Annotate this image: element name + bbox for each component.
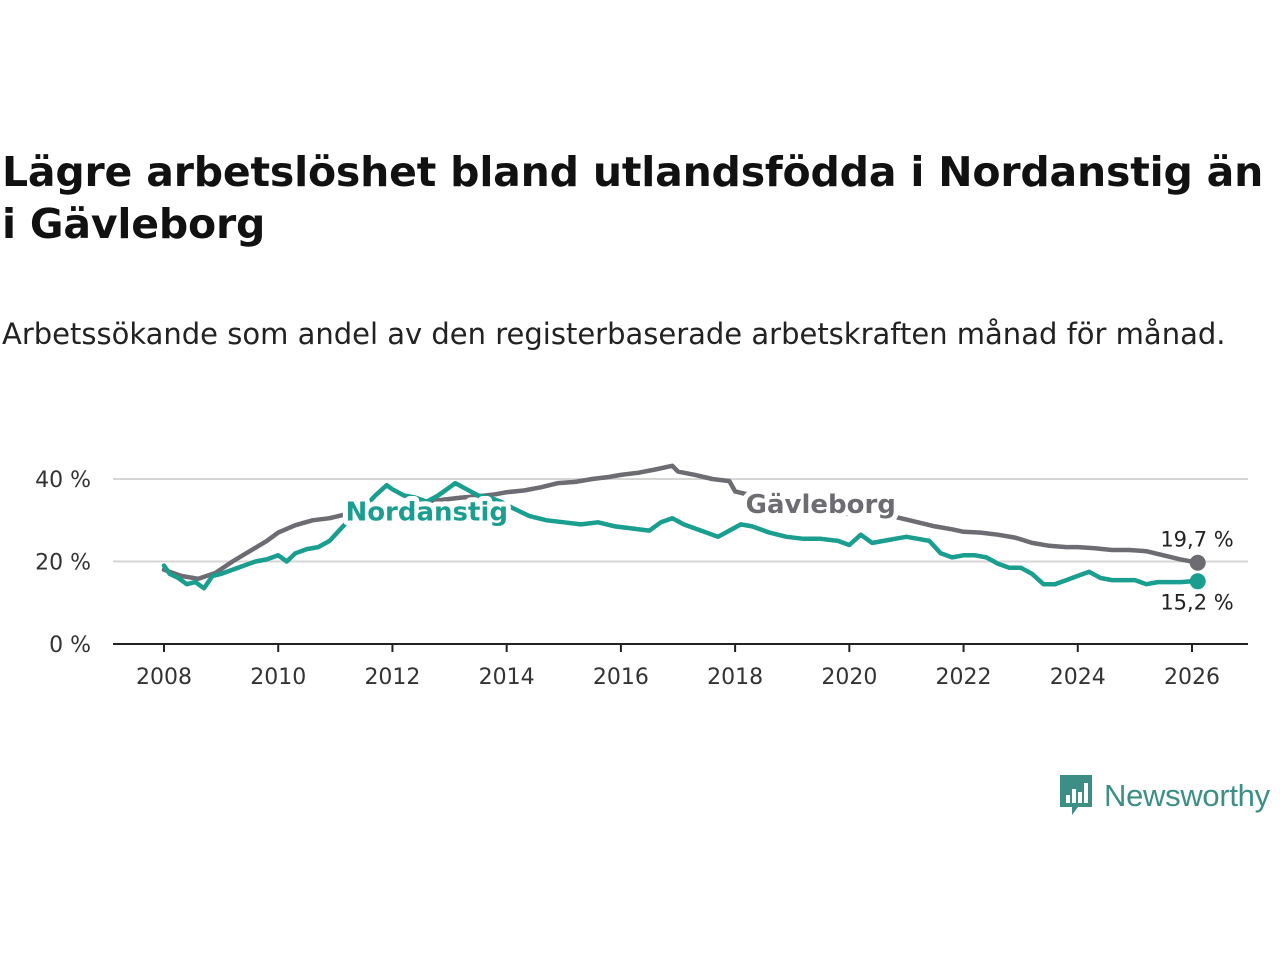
- chart-title: Lägre arbetslöshet bland utlandsfödda i …: [2, 148, 1264, 248]
- series-line-gävleborg: [161, 463, 1200, 582]
- x-tick-label: 2016: [593, 665, 649, 690]
- chart-subtitle: Arbetssökande som andel av den registerb…: [2, 317, 1226, 351]
- series-label-nordanstig: Nordanstig: [345, 497, 508, 527]
- x-tick-label: 2010: [250, 665, 306, 690]
- series-line-nordanstig: [161, 480, 1200, 591]
- bar-chart-speech-bubble-icon: [1060, 775, 1092, 815]
- brand-name: Newsworthy: [1104, 778, 1270, 813]
- x-tick-label: 2024: [1050, 665, 1106, 690]
- end-point-gävleborg: [1189, 554, 1206, 571]
- x-tick-label: 2026: [1164, 665, 1220, 690]
- series-label-gävleborg: Gävleborg: [746, 490, 896, 520]
- line-chart: 0 % 20 % 40 % 2008 2010 2012 2014 2016 2018 2020 2…: [35, 463, 1248, 690]
- end-point-nordanstig: [1189, 573, 1206, 590]
- x-tick-label: 2018: [707, 665, 763, 690]
- brand-logo: Newsworthy: [1058, 772, 1270, 820]
- y-tick-label: 0 %: [49, 633, 91, 658]
- y-tick-label: 40 %: [35, 468, 91, 493]
- x-tick-label: 2008: [136, 665, 192, 690]
- y-tick-label: 20 %: [35, 551, 91, 576]
- x-tick-label: 2022: [936, 665, 992, 690]
- x-tick-label: 2014: [479, 665, 535, 690]
- x-tick-label: 2012: [364, 665, 420, 690]
- end-value-label-gävleborg: 19,7 %: [1160, 528, 1233, 552]
- x-tick-label: 2020: [821, 665, 877, 690]
- end-value-label-nordanstig: 15,2 %: [1160, 590, 1233, 614]
